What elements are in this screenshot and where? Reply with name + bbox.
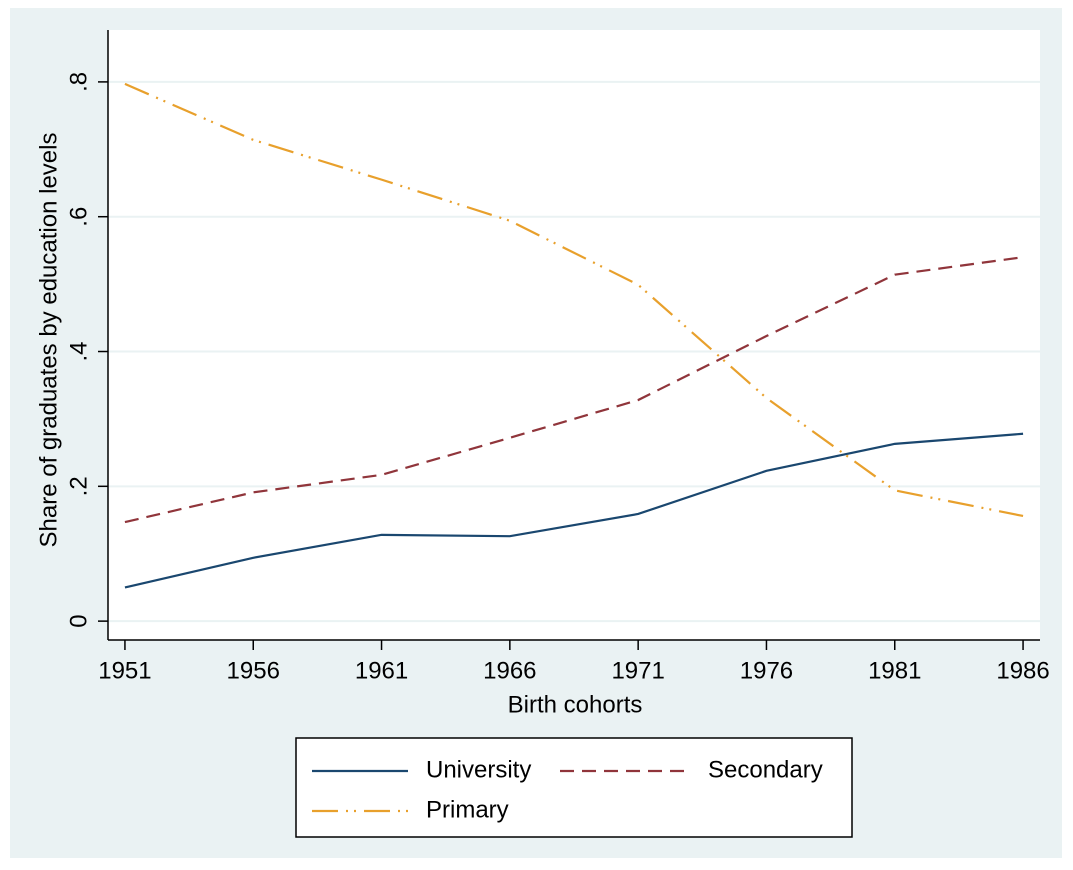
x-tick-label: 1986 (996, 657, 1049, 684)
y-tick-label: .8 (65, 72, 92, 92)
legend-label: Secondary (708, 756, 823, 783)
y-axis-label: Share of graduates by education levels (35, 133, 62, 548)
series-line (124, 432, 1024, 589)
x-tick-label: 1966 (483, 657, 536, 684)
y-tick-label: .4 (65, 342, 92, 362)
x-tick-label: 1976 (740, 657, 793, 684)
y-tick-label: .6 (65, 207, 92, 227)
x-tick-label: 1951 (98, 657, 151, 684)
x-tick-label: 1961 (355, 657, 408, 684)
legend-box (295, 737, 853, 838)
series-line (124, 82, 1024, 518)
x-tick-label: 1971 (611, 657, 664, 684)
y-tick-label: 0 (65, 614, 92, 627)
legend-label: Primary (426, 796, 509, 823)
legend-label: University (426, 756, 531, 783)
plot-area (108, 30, 1040, 640)
x-tick-label: 1981 (868, 657, 921, 684)
x-axis-label: Birth cohorts (508, 691, 643, 718)
y-tick-label: .2 (65, 476, 92, 496)
x-tick-label: 1956 (227, 657, 280, 684)
